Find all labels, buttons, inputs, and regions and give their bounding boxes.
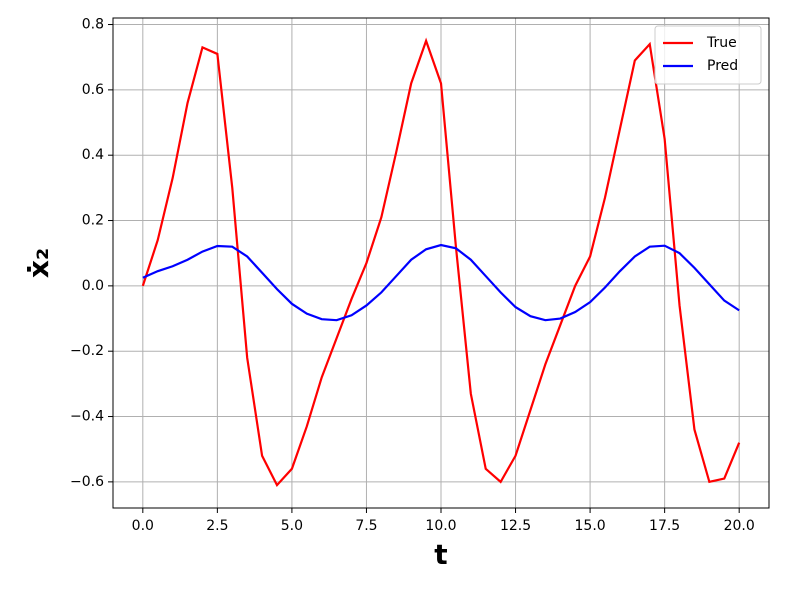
- y-tick-label: −0.6: [70, 474, 104, 490]
- y-tick-label: 0.6: [82, 82, 104, 98]
- x-tick-label: 10.0: [425, 518, 456, 534]
- x-tick-label: 2.5: [206, 518, 228, 534]
- x-tick-label: 7.5: [355, 518, 377, 534]
- data-line: [142, 243, 740, 322]
- y-tick-label: 0.8: [82, 17, 104, 33]
- x-tick-label: 12.5: [500, 518, 531, 534]
- x-tick-label: 15.0: [575, 518, 606, 534]
- legend-label: True: [706, 35, 737, 51]
- x-axis-label: t: [434, 538, 447, 571]
- legend-box: [654, 25, 762, 85]
- x-tick-label: 0.0: [132, 518, 154, 534]
- plot-frame: [112, 17, 770, 509]
- y-tick-label: −0.2: [70, 343, 104, 359]
- y-tick-label: −0.4: [70, 409, 104, 425]
- y-tick-label: 0.2: [82, 213, 104, 229]
- y-tick-label: 0.4: [82, 147, 104, 163]
- x-tick-label: 20.0: [724, 518, 755, 534]
- x-tick-label: 5.0: [281, 518, 303, 534]
- data-line: [141, 37, 741, 488]
- legend-label: Pred: [707, 58, 738, 74]
- y-axis-label: ẋ₂: [22, 248, 55, 278]
- y-tick-label: 0.0: [82, 278, 104, 294]
- x-tick-label: 17.5: [649, 518, 680, 534]
